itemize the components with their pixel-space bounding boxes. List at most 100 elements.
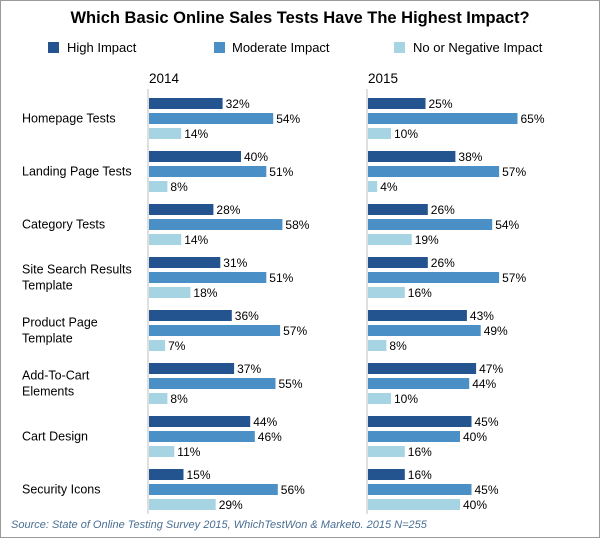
bar-2014-high — [149, 416, 251, 427]
category-label: Cart Design — [22, 430, 88, 444]
value-label-2015-high: 47% — [479, 362, 503, 376]
value-label-2015-moderate: 54% — [495, 218, 519, 232]
bar-2014-moderate — [149, 219, 283, 230]
bar-2014-high — [149, 151, 241, 162]
bar-2015-negative — [368, 234, 412, 245]
value-label-2015-high: 26% — [431, 256, 455, 270]
value-label-2014-moderate: 58% — [285, 218, 309, 232]
bar-2015-negative — [368, 393, 391, 404]
legend-label-moderate: Moderate Impact — [232, 40, 330, 55]
bar-2014-high — [149, 469, 184, 480]
bar-2015-negative — [368, 446, 405, 457]
bar-2014-high — [149, 204, 214, 215]
value-label-2014-negative: 8% — [170, 180, 188, 194]
bar-2015-moderate — [368, 325, 481, 336]
category-label: Add-To-Cart — [22, 369, 90, 383]
bar-2015-high — [368, 416, 472, 427]
bar-2015-negative — [368, 499, 460, 510]
value-label-2015-moderate: 49% — [484, 324, 508, 338]
value-label-2014-high: 28% — [216, 203, 240, 217]
value-label-2015-negative: 10% — [394, 127, 418, 141]
value-label-2015-high: 25% — [429, 97, 453, 111]
bar-2015-negative — [368, 128, 391, 139]
value-label-2014-negative: 18% — [193, 286, 217, 300]
source-note: Source: State of Online Testing Survey 2… — [11, 519, 428, 531]
bar-marks: 32% 40% 28% 31% 36% 37% 44% 15% 54% 51% 58% 51% 57% 5… — [149, 97, 545, 512]
bar-2014-moderate — [149, 484, 278, 495]
value-label-2015-negative: 8% — [389, 339, 407, 353]
bar-2014-negative — [149, 234, 182, 245]
value-label-2014-moderate: 46% — [258, 430, 282, 444]
legend-swatch-moderate — [214, 42, 225, 53]
value-label-2014-moderate: 55% — [279, 377, 303, 391]
panel-2015-year: 2015 — [368, 71, 398, 86]
value-label-2015-moderate: 44% — [472, 377, 496, 391]
legend: High Impact Moderate Impact No or Negati… — [48, 40, 543, 55]
bar-2014-high — [149, 310, 232, 321]
bar-2014-negative — [149, 128, 182, 139]
bar-2015-negative — [368, 340, 387, 351]
bar-2015-high — [368, 98, 426, 109]
category-label: Template — [22, 332, 73, 346]
bar-2015-moderate — [368, 166, 500, 177]
bar-2014-negative — [149, 181, 168, 192]
bar-2014-negative — [149, 340, 166, 351]
value-label-2014-negative: 14% — [184, 127, 208, 141]
category-label: Category Tests — [22, 218, 105, 232]
category-label: Landing Page Tests — [22, 165, 132, 179]
value-label-2015-negative: 16% — [408, 286, 432, 300]
legend-swatch-high — [48, 42, 59, 53]
value-label-2014-negative: 11% — [177, 445, 200, 459]
bar-2015-high — [368, 204, 428, 215]
bar-2015-moderate — [368, 272, 500, 283]
value-label-2015-negative: 40% — [463, 498, 487, 512]
value-label-2014-negative: 7% — [168, 339, 186, 353]
value-label-2015-high: 16% — [408, 468, 432, 482]
value-label-2014-moderate: 51% — [269, 271, 293, 285]
value-label-2014-negative: 8% — [170, 392, 188, 406]
category-label: Security Icons — [22, 483, 101, 497]
value-label-2014-high: 15% — [187, 468, 211, 482]
bar-2014-moderate — [149, 272, 267, 283]
bar-2015-moderate — [368, 431, 460, 442]
value-label-2015-negative: 4% — [380, 180, 398, 194]
value-label-2015-high: 38% — [458, 150, 482, 164]
category-label: Template — [22, 279, 73, 293]
legend-label-negative: No or Negative Impact — [413, 40, 543, 55]
value-label-2014-high: 44% — [253, 415, 277, 429]
value-label-2015-moderate: 65% — [521, 112, 545, 126]
category-label: Elements — [22, 385, 74, 399]
value-label-2014-high: 37% — [237, 362, 261, 376]
bar-2014-high — [149, 98, 223, 109]
bar-2015-moderate — [368, 378, 470, 389]
bar-2014-high — [149, 363, 235, 374]
bar-2015-high — [368, 310, 467, 321]
bar-2015-moderate — [368, 484, 472, 495]
category-label: Site Search Results — [22, 263, 132, 277]
bar-2015-negative — [368, 287, 405, 298]
value-label-2015-negative: 10% — [394, 392, 418, 406]
value-label-2015-moderate: 57% — [502, 271, 526, 285]
panel-2014-year: 2014 — [149, 71, 180, 86]
value-label-2014-moderate: 54% — [276, 112, 300, 126]
value-label-2015-high: 26% — [431, 203, 455, 217]
value-label-2015-negative: 16% — [408, 445, 432, 459]
bar-2014-moderate — [149, 113, 274, 124]
value-label-2014-high: 36% — [235, 309, 259, 323]
value-label-2015-high: 45% — [475, 415, 499, 429]
bar-2015-high — [368, 257, 428, 268]
value-label-2015-moderate: 45% — [475, 483, 499, 497]
value-label-2014-negative: 29% — [219, 498, 243, 512]
bar-2015-high — [368, 469, 405, 480]
bar-2014-moderate — [149, 431, 255, 442]
value-label-2015-moderate: 57% — [502, 165, 526, 179]
value-label-2014-negative: 14% — [184, 233, 208, 247]
bar-2014-negative — [149, 287, 191, 298]
bar-2014-negative — [149, 393, 168, 404]
value-label-2014-moderate: 57% — [283, 324, 307, 338]
value-label-2014-moderate: 56% — [281, 483, 305, 497]
chart-title: Which Basic Online Sales Tests Have The … — [70, 9, 529, 27]
legend-label-high: High Impact — [67, 40, 137, 55]
